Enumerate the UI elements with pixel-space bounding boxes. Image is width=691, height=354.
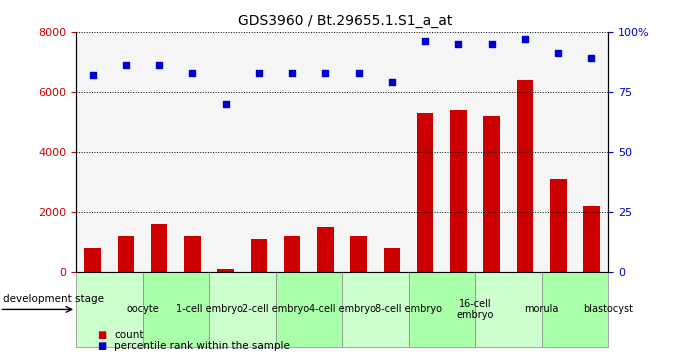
FancyBboxPatch shape [542, 272, 608, 347]
Bar [284, 236, 301, 272]
Point [486, 41, 498, 47]
Bar [251, 239, 267, 272]
Bar [117, 236, 134, 272]
Text: ■: ■ [97, 330, 106, 339]
Text: count: count [114, 330, 144, 339]
Bar [384, 248, 400, 272]
Bar [84, 248, 101, 272]
Point [586, 56, 597, 61]
Text: 4-cell embryo: 4-cell embryo [309, 304, 375, 314]
Text: GDS3960 / Bt.29655.1.S1_a_at: GDS3960 / Bt.29655.1.S1_a_at [238, 14, 453, 28]
Bar [350, 236, 367, 272]
Bar [151, 224, 167, 272]
FancyBboxPatch shape [142, 272, 209, 347]
Bar [484, 116, 500, 272]
Point [419, 39, 430, 44]
Text: ■: ■ [97, 341, 106, 351]
FancyBboxPatch shape [209, 272, 276, 347]
Text: oocyte: oocyte [126, 304, 159, 314]
Text: 8-cell embryo: 8-cell embryo [375, 304, 442, 314]
Point [287, 70, 298, 75]
Point [553, 51, 564, 56]
Bar [450, 110, 466, 272]
Point [87, 72, 98, 78]
Point [520, 36, 531, 42]
Point [187, 70, 198, 75]
FancyBboxPatch shape [76, 272, 142, 347]
Bar [218, 269, 234, 272]
Text: 2-cell embryo: 2-cell embryo [242, 304, 309, 314]
Text: development stage: development stage [3, 294, 104, 304]
Bar [550, 179, 567, 272]
FancyBboxPatch shape [408, 272, 475, 347]
Text: 1-cell embryo: 1-cell embryo [176, 304, 243, 314]
Point [120, 63, 131, 68]
Point [153, 63, 164, 68]
Bar [583, 206, 600, 272]
Point [453, 41, 464, 47]
Point [320, 70, 331, 75]
Text: blastocyst: blastocyst [583, 304, 633, 314]
Text: 16-cell
embryo: 16-cell embryo [456, 299, 494, 320]
FancyBboxPatch shape [475, 272, 542, 347]
Point [386, 79, 397, 85]
Point [353, 70, 364, 75]
Point [254, 70, 265, 75]
Bar [417, 113, 433, 272]
Bar [184, 236, 200, 272]
Text: percentile rank within the sample: percentile rank within the sample [114, 341, 290, 351]
Bar [317, 227, 334, 272]
Point [220, 101, 231, 107]
FancyBboxPatch shape [276, 272, 342, 347]
Text: morula: morula [524, 304, 559, 314]
Bar [517, 80, 533, 272]
FancyBboxPatch shape [342, 272, 408, 347]
